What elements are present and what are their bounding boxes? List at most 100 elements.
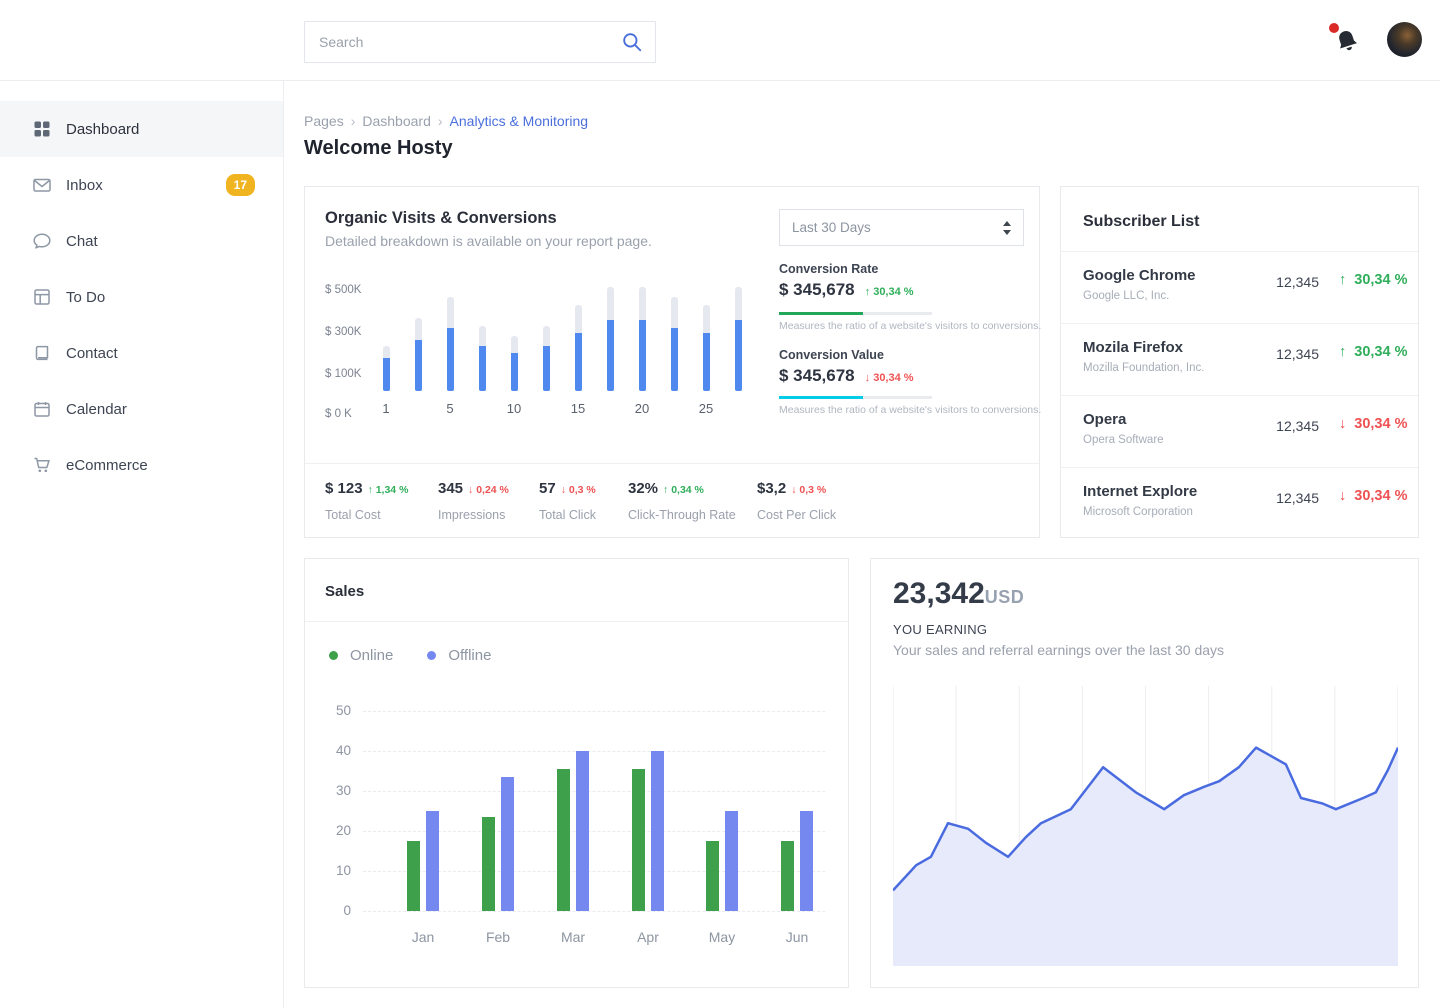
stat-value-row: 57 ↓ 0,3 % [539, 480, 596, 498]
subscriber-name: Opera [1083, 411, 1127, 428]
bar-online [781, 841, 794, 911]
subscriber-list-card: Subscriber List Google Chrome Google LLC,… [1060, 186, 1419, 538]
sales-chart: 50 40 30 20 10 0 Jan Feb Mar Apr May Jun [305, 559, 850, 989]
layout-icon [32, 287, 52, 307]
earning-amount: 23,342USD [893, 577, 1025, 610]
stat-value: $3,2 [757, 480, 787, 497]
sidebar-item-label: Contact [66, 344, 118, 362]
x-axis-label: 1 [382, 401, 390, 416]
month-label: May [708, 929, 736, 945]
legend-dot [427, 651, 437, 660]
x-axis-label: 10 [506, 401, 522, 416]
area-fill [893, 747, 1398, 966]
bar-offline [501, 777, 514, 911]
grid-line [363, 751, 825, 752]
sidebar-item-label: Calendar [66, 400, 127, 418]
avatar[interactable] [1387, 22, 1422, 57]
sales-plot-area [363, 711, 825, 912]
sidebar-item-label: To Do [66, 288, 106, 306]
stat-value: 32% [628, 480, 659, 497]
y-tick-label: 50 [335, 703, 351, 718]
subscriber-change: ↑ 30,34 % [1339, 272, 1408, 288]
bar-online [482, 817, 495, 911]
stat-value-row: $3,2 ↓ 0,3 % [757, 480, 836, 498]
sidebar-item-calendar[interactable]: Calendar [0, 381, 283, 437]
subscriber-change: ↓ 30,34 % [1339, 416, 1408, 432]
cart-icon [32, 455, 52, 475]
chart-bar-value [639, 320, 646, 391]
stat-change: ↓ 0,3 % [560, 484, 596, 496]
y-axis-label: $ 300K [325, 326, 362, 338]
breadcrumb-item[interactable]: Pages [304, 113, 344, 129]
x-axis-label: 15 [570, 401, 586, 416]
sidebar-item-contact[interactable]: Contact [0, 325, 283, 381]
chart-bar-value [479, 346, 486, 391]
row-divider [1061, 395, 1418, 396]
earning-label: YOU EARNING [893, 622, 988, 637]
subscriber-company: Opera Software [1083, 434, 1164, 446]
subscriber-row[interactable]: Opera Opera Software 12,345 ↓ 30,34 % [1061, 395, 1418, 467]
breadcrumb-separator: › [350, 113, 356, 129]
stat-change: ↓ 0,3 % [791, 484, 827, 496]
sidebar-item-ecommerce[interactable]: eCommerce [0, 437, 283, 493]
month-label: Mar [560, 929, 586, 945]
y-axis-label: $ 0 K [325, 408, 352, 420]
breadcrumb-item[interactable]: Dashboard [362, 113, 431, 129]
conversion-value-label: Conversion Value [779, 348, 884, 362]
notification-bell-button[interactable] [1329, 23, 1364, 58]
card-title: Sales [325, 583, 365, 600]
subscriber-row[interactable]: Internet Explore Microsoft Corporation 12,… [1061, 467, 1418, 539]
subscriber-change: ↓ 30,34 % [1339, 488, 1408, 504]
breadcrumb-separator: › [437, 113, 443, 129]
earning-chart [893, 686, 1398, 966]
stat-change: ↑ 0,34 % [663, 484, 704, 496]
sidebar: Dashboard Inbox 17 Chat To Do Contact Calendar… [0, 0, 284, 1008]
y-tick-label: 10 [335, 863, 351, 878]
bar-offline [725, 811, 738, 911]
search-input[interactable] [317, 33, 621, 51]
y-tick-label: 20 [335, 823, 351, 838]
x-axis-label: 5 [446, 401, 454, 416]
stat-label: Total Click [539, 508, 596, 522]
earning-subtitle: Your sales and referral earnings over th… [893, 642, 1225, 658]
search-icon[interactable] [621, 31, 643, 53]
down-arrow-icon: ↓ [1339, 488, 1347, 504]
legend-label: Online [350, 647, 394, 664]
bar-offline [800, 811, 813, 911]
chart-bar-value [575, 333, 582, 391]
chart-bar-value [735, 320, 742, 391]
chart-bar-value [671, 328, 678, 391]
subscriber-company: Google LLC, Inc. [1083, 290, 1170, 302]
chart-bar-value [415, 340, 422, 391]
subscriber-row[interactable]: Mozila Firefox Mozilla Foundation, Inc. 12… [1061, 323, 1418, 395]
conversion-rate-label: Conversion Rate [779, 262, 879, 276]
subscriber-row[interactable]: Google Chrome Google LLC, Inc. 12,345 ↑ 30,… [1061, 251, 1418, 323]
mail-icon [32, 175, 52, 195]
area-line [893, 746, 1398, 892]
grid-line [363, 871, 825, 872]
sidebar-item-to-do[interactable]: To Do [0, 269, 283, 325]
breadcrumb-current[interactable]: Analytics & Monitoring [449, 113, 589, 129]
bar-online [706, 841, 719, 911]
stat-change: ↓ 0,24 % [468, 484, 509, 496]
month-label: Feb [485, 929, 511, 945]
conversion-rate-progress [779, 312, 932, 315]
sales-legend: Online Offline [329, 647, 525, 664]
stat-label: Cost Per Click [757, 508, 837, 522]
search-box [304, 21, 656, 63]
x-axis-label: 20 [634, 401, 650, 416]
grid-line [363, 831, 825, 832]
main-content: Pages › Dashboard › Analytics & Monitoring W… [283, 80, 1440, 1008]
conversion-value-change: ↓ 30,34 % [864, 372, 914, 384]
conversion-value-progress [779, 396, 932, 399]
conversion-value-value: $ 345,678 ↓ 30,34 % [779, 366, 914, 385]
bar-online [407, 841, 420, 911]
chart-bar-value [607, 320, 614, 391]
stat-item: $ 123 ↑ 1,34 % Total Cost [325, 480, 408, 522]
range-select[interactable]: Last 30 Days [779, 209, 1024, 246]
sidebar-item-dashboard[interactable]: Dashboard [0, 101, 283, 157]
earning-currency: USD [984, 587, 1025, 607]
sidebar-item-chat[interactable]: Chat [0, 213, 283, 269]
sidebar-item-inbox[interactable]: Inbox 17 [0, 157, 283, 213]
chart-bar-value [543, 346, 550, 391]
